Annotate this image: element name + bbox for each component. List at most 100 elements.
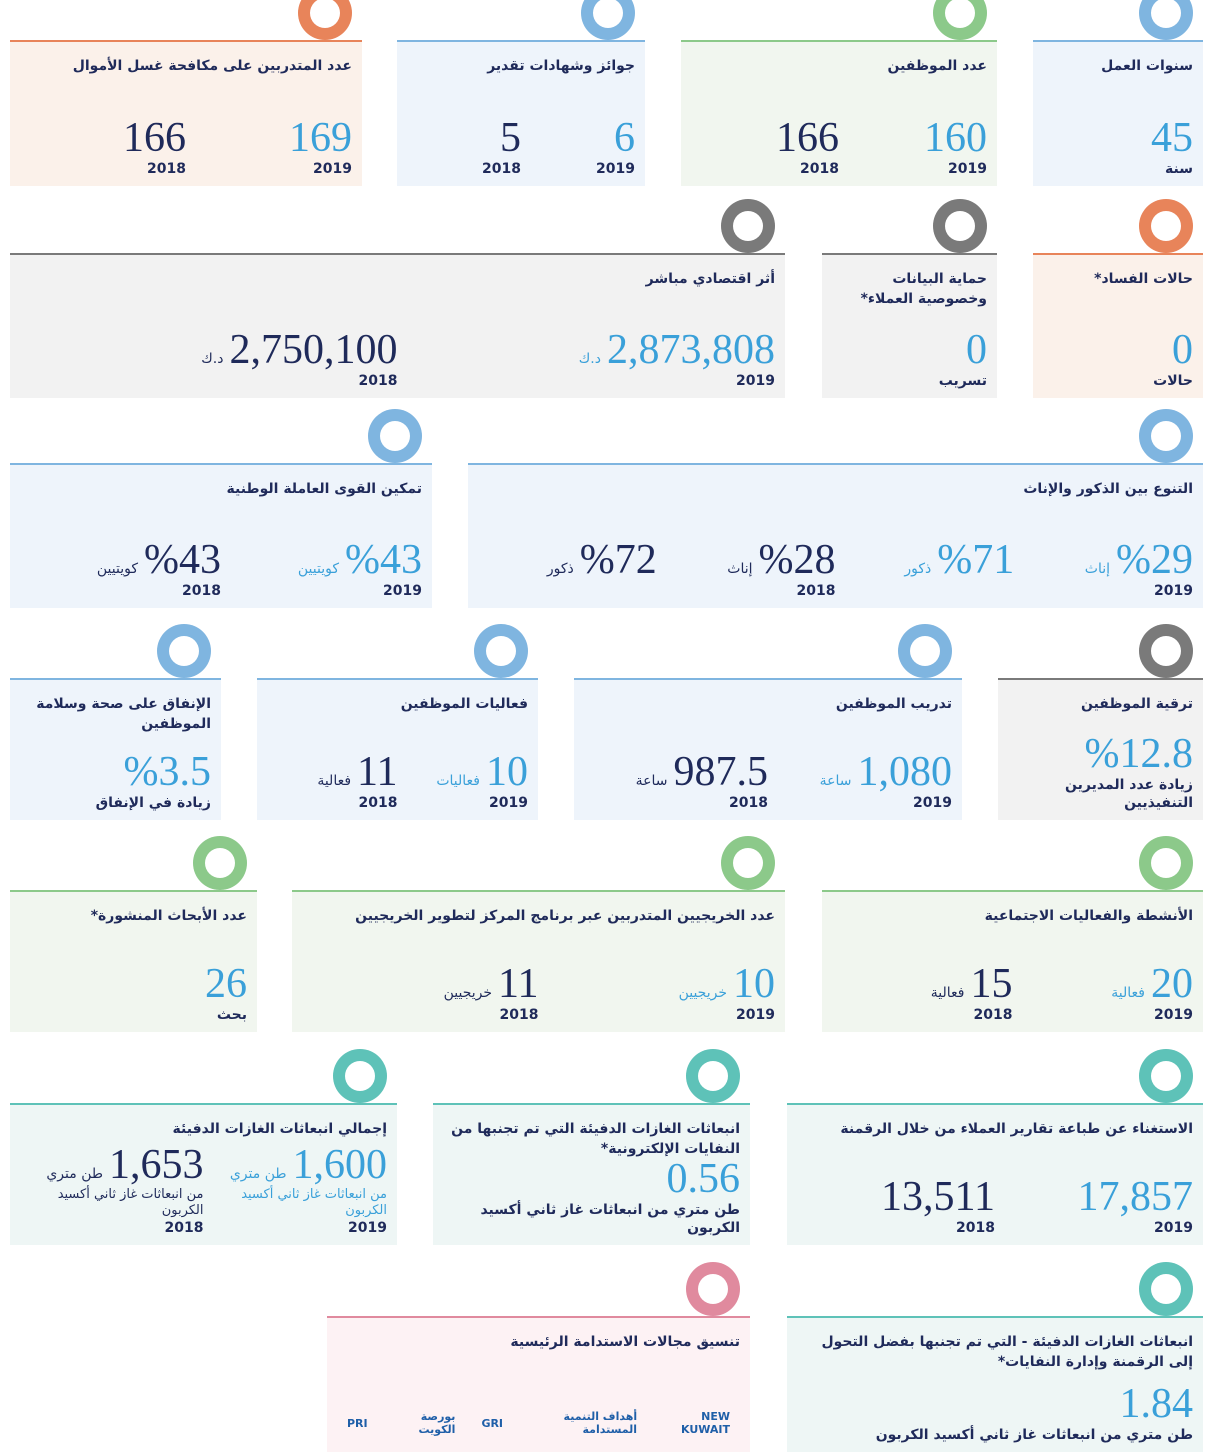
stat-row: 169 [186, 116, 352, 160]
stat-row: 1,653 طن متري [20, 1143, 203, 1187]
logo: NEW KUWAIT [680, 1410, 730, 1436]
items: 1,080 ساعة 2019 987.5 ساعة 2018 [584, 750, 952, 812]
stat: 1.84 طن متري من انبعاثات غاز ثاني أكسيد ا… [797, 1382, 1193, 1444]
stat-unit: فعالية [1111, 985, 1145, 1001]
stat-row: %3.5 [20, 749, 212, 795]
stat: 26 بحث [20, 962, 247, 1024]
stat-row: 1,600 طن متري [204, 1143, 387, 1187]
card-title: التنوع بين الذكور والإناث [1023, 481, 1193, 497]
stat-row: 10 فعاليات [398, 750, 528, 794]
stat-caption: بحث [216, 1007, 247, 1023]
stat-row: 0 [1043, 328, 1193, 372]
stat-value: %72 [579, 537, 657, 583]
stat-note: من انبعاثات غاز ثاني أكسيد الكربون [241, 1187, 387, 1218]
stat-value: 20 [1151, 961, 1193, 1007]
stat-year: 2019 [736, 373, 775, 389]
items: 17,857 2019 13,511 2018 [797, 1175, 1193, 1237]
icon [1139, 836, 1193, 890]
stat-value: %3.5 [123, 749, 212, 795]
card: فعاليات الموظفين 10 فعاليات 2019 11 فعالية 201… [257, 624, 538, 820]
stat-unit: إناث [727, 561, 753, 577]
items: 26 بحث [20, 962, 247, 1024]
icon-dot [733, 848, 763, 878]
stat-row: 15 فعالية [832, 962, 1013, 1006]
icon-dot [1151, 211, 1181, 241]
stat: 5 2018 [407, 116, 521, 178]
card: التنوع بين الذكور والإناث %29 إناث 2019 %71 ذ… [468, 409, 1203, 608]
icon-dot [945, 211, 975, 241]
stat-unit: طن متري [46, 1166, 103, 1182]
card: تدريب الموظفين 1,080 ساعة 2019 987.5 ساعة 2018 [574, 624, 962, 820]
stat-year: 2019 [596, 161, 635, 177]
logos: NEW KUWAIT أهداف التنمية المستدامة GRI بورص… [347, 1410, 730, 1436]
card: ترقية الموظفين %12.8 زيادة عدد المديرين ال… [998, 624, 1203, 820]
stat: 2,873,808 د.ك 2019 [398, 328, 775, 390]
stat-unit: خريجيين [678, 985, 727, 1001]
card-title: جوائز وشهادات تقدير [487, 58, 635, 74]
stat-value: %29 [1116, 537, 1193, 583]
stat-value: %28 [758, 537, 836, 583]
card-title: عدد الأبحاث المنشورة* [90, 908, 247, 924]
stat: %71 ذكور [836, 538, 1014, 600]
logo: PRI [347, 1416, 368, 1430]
items: 20 فعالية 2019 15 فعالية 2018 [832, 962, 1193, 1024]
stat-row: 2,873,808 د.ك [398, 328, 775, 372]
card-title: عدد الموظفين [887, 58, 987, 74]
stat: 20 فعالية 2019 [1013, 961, 1193, 1024]
logo: GRI [481, 1416, 504, 1430]
stat-year: 2018 [182, 583, 221, 599]
stat: 987.5 ساعة 2018 [584, 750, 768, 812]
stat-unit: ساعة [819, 773, 852, 789]
stat-year: 2019 [736, 1007, 775, 1023]
icon-dot [310, 0, 340, 28]
icon-dot [1151, 848, 1181, 878]
stat-value: 1.84 [1119, 1381, 1194, 1427]
stat-value: 2,750,100 [229, 327, 398, 373]
stat-value: 987.5 [673, 749, 769, 795]
icon [686, 1262, 740, 1316]
items: 0 تسريب [832, 328, 987, 390]
stat-unit: ذكور [904, 561, 932, 577]
icon [474, 624, 528, 678]
items: %29 إناث 2019 %71 ذكور %28 إناث 2018 %72 ذكور [478, 538, 1193, 600]
stat-year: 2018 [482, 161, 521, 177]
card-title: الاستغناء عن طباعة تقارير العملاء من خلا… [840, 1121, 1193, 1137]
stat-year: 2019 [383, 583, 422, 599]
stat-value: 13,511 [881, 1174, 995, 1220]
stat-row: %12.8 [1008, 732, 1194, 776]
icon-dot [1151, 0, 1181, 28]
card-title: تدريب الموظفين [835, 696, 952, 712]
stat-row: %71 ذكور [836, 538, 1014, 582]
icon-dot [486, 636, 516, 666]
stat-row: 166 [20, 116, 186, 160]
card-title: فعاليات الموظفين [400, 696, 528, 712]
stat: 11 فعالية 2018 [267, 750, 397, 812]
icon-dot [169, 636, 199, 666]
stat-unit: ذكور [546, 561, 574, 577]
icon-dot [733, 211, 763, 241]
stat-row: 45 [1043, 116, 1193, 160]
icon-dot [698, 1061, 728, 1091]
card-title: الإنفاق على صحة وسلامة الموظفين [36, 696, 211, 732]
stat-caption: سنة [1165, 161, 1193, 177]
card: عدد المتدربين على مكافحة غسل الأموال 169 2… [10, 0, 362, 186]
card-title: حماية البيانات وخصوصية العملاء* [860, 271, 987, 307]
stat: %3.5 زيادة في الإنفاق [20, 750, 211, 812]
stat: %12.8 زيادة عدد المديرين التنفيذيين [1008, 732, 1193, 812]
stat-value: 15 [970, 961, 1013, 1007]
stat-row: %29 إناث [1014, 538, 1193, 582]
stat-value: 0 [966, 327, 987, 373]
card: عدد الموظفين 160 2019 166 2018 [681, 0, 997, 186]
stat-year: 2018 [796, 583, 836, 599]
stat-row: 26 [20, 962, 247, 1006]
spacer [478, 582, 657, 600]
icon-dot [593, 0, 623, 28]
stat-value: 17,857 [1077, 1174, 1194, 1220]
stat-year: 2019 [348, 1220, 387, 1236]
card-title: حالات الفساد* [1094, 271, 1193, 287]
stat: 2,750,100 د.ك 2018 [20, 327, 398, 390]
stat-unit: د.ك [201, 351, 224, 367]
stat-value: 169 [289, 115, 352, 161]
stat-unit: إناث [1084, 561, 1110, 577]
stat-year: 2018 [800, 161, 839, 177]
